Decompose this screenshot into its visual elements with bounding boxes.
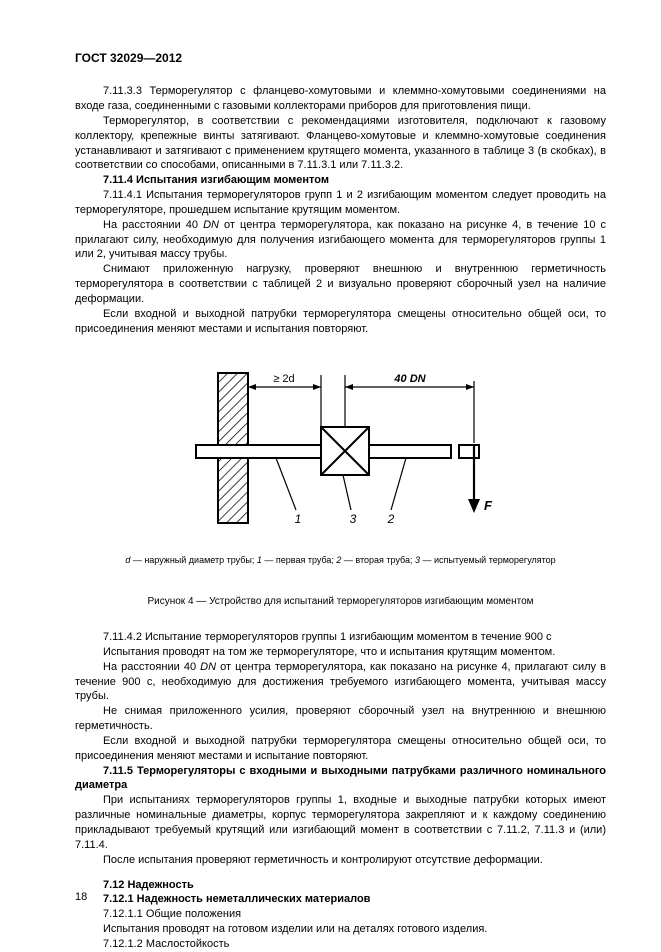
- paragraph: Испытания проводят на том же терморегуля…: [75, 645, 606, 660]
- text: На расстоянии 40: [103, 219, 203, 231]
- paragraph: После испытания проверяют герметичность …: [75, 853, 606, 868]
- section-heading: 7.12 Надежность: [75, 878, 606, 893]
- paragraph: 7.11.4.2 Испытание терморегуляторов груп…: [75, 630, 606, 645]
- paragraph: Снимают приложенную нагрузку, проверяют …: [75, 262, 606, 307]
- figure-4: ≥ 2d 40 DN F 1 3 2: [75, 355, 606, 545]
- figure-label-3: 3: [349, 512, 356, 526]
- legend-text: — наружный диаметр трубы;: [130, 555, 257, 565]
- text: На расстоянии 40: [103, 661, 200, 673]
- paragraph: 7.12.1.2 Маслостойкость: [75, 937, 606, 952]
- paragraph: 7.11.3.3 Терморегулятор с фланцево-хомут…: [75, 84, 606, 114]
- paragraph: На расстоянии 40 DN от центра терморегул…: [75, 218, 606, 263]
- paragraph: Терморегулятор, в соответствии с рекомен…: [75, 114, 606, 173]
- paragraph: 7.11.4.1 Испытания терморегуляторов груп…: [75, 188, 606, 218]
- section-heading: 7.12.1 Надежность неметаллических матери…: [75, 892, 606, 907]
- paragraph: На расстоянии 40 DN от центра терморегул…: [75, 660, 606, 705]
- page: ГОСТ 32029—2012 7.11.3.3 Терморегулятор …: [0, 0, 661, 935]
- variable: DN: [203, 219, 219, 231]
- paragraph: 7.12.1.1 Общие положения: [75, 907, 606, 922]
- dim-left-label: ≥ 2d: [273, 373, 294, 385]
- figure-caption: Рисунок 4 — Устройство для испытаний тер…: [75, 595, 606, 609]
- section-heading: 7.11.5 Терморегуляторы с входными и выхо…: [75, 764, 606, 794]
- paragraph: При испытаниях терморегуляторов группы 1…: [75, 793, 606, 852]
- figure-label-1: 1: [294, 512, 301, 526]
- legend-text: — вторая труба;: [341, 555, 415, 565]
- paragraph: Если входной и выходной патрубки терморе…: [75, 734, 606, 764]
- variable: DN: [200, 661, 216, 673]
- paragraph: Не снимая приложенного усилия, проверяют…: [75, 704, 606, 734]
- figure-svg: ≥ 2d 40 DN F 1 3 2: [176, 355, 506, 540]
- legend-text: — испытуемый терморегулятор: [420, 555, 556, 565]
- legend-text: — первая труба;: [262, 555, 337, 565]
- figure-label-2: 2: [386, 512, 394, 526]
- dim-right-label: 40 DN: [393, 373, 426, 385]
- force-F-label: F: [484, 498, 493, 513]
- page-number: 18: [75, 890, 87, 905]
- figure-legend: d — наружный диаметр трубы; 1 — первая т…: [75, 554, 606, 566]
- section-heading: 7.11.4 Испытания изгибающим моментом: [75, 173, 606, 188]
- document-code: ГОСТ 32029—2012: [75, 50, 606, 66]
- paragraph: Если входной и выходной патрубки терморе…: [75, 307, 606, 337]
